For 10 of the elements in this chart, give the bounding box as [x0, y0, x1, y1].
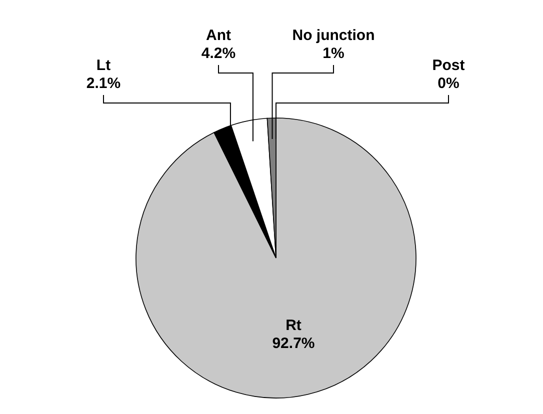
text: 0%: [438, 75, 460, 92]
category-label: Post: [432, 57, 465, 74]
data-label: 92.7%: [272, 334, 315, 352]
slice-label: No junction: [292, 27, 375, 44]
data-label: 2.1%: [86, 75, 121, 92]
slice-label: Rt: [286, 316, 302, 334]
data-label: 1%: [322, 45, 344, 62]
slice-label: Ant: [206, 27, 231, 44]
slice-label: Lt: [96, 57, 111, 74]
data-label: 4.2%: [201, 45, 236, 62]
